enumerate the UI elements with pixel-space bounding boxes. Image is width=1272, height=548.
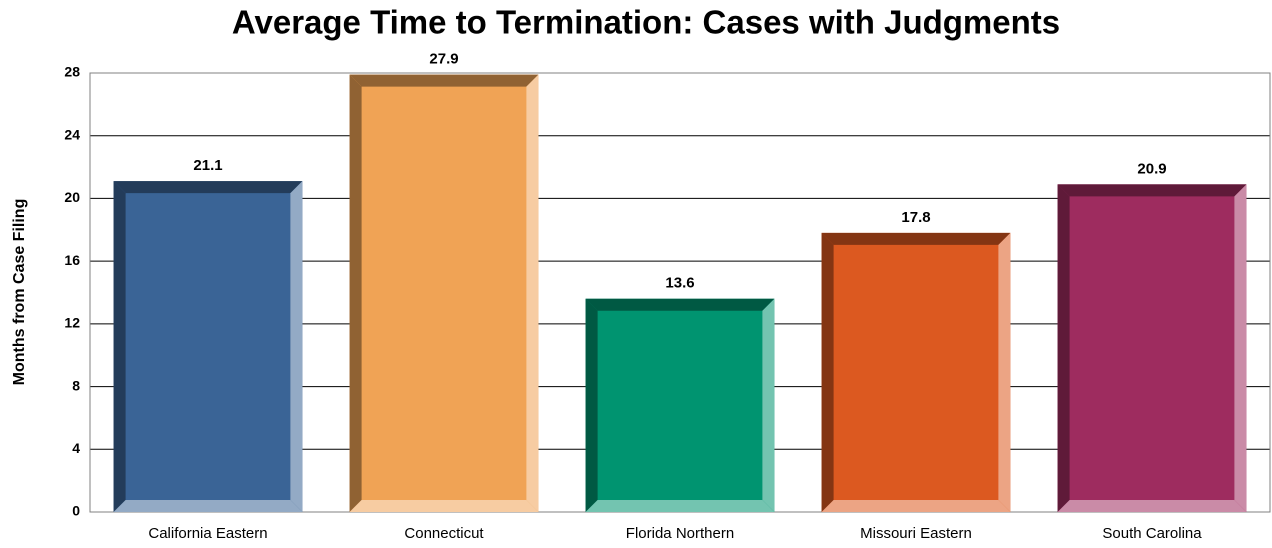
chart-title: Average Time to Termination: Cases with … [232,4,1060,41]
x-tick-label: Florida Northern [626,525,734,542]
y-tick-label: 12 [64,315,80,331]
bar-bevel-right [762,298,775,512]
y-tick-label: 16 [64,252,80,268]
bar-bevel-left [821,232,834,512]
y-tick-label: 4 [72,440,80,456]
bar [821,232,1011,512]
bar-bevel-top [113,181,303,194]
y-axis-label: Months from Case Filing [11,199,28,386]
bar-bevel-bottom [585,500,775,512]
bar-bevel-top [585,298,775,311]
bar-bevel-bottom [821,500,1011,512]
bar-bevel-bottom [113,500,303,512]
y-tick-label: 28 [64,64,80,80]
bar-face [113,181,303,513]
bar-bevel-left [1057,184,1070,512]
bar-bevel-top [1057,184,1247,197]
bar-bevel-right [526,74,539,512]
bar-bevel-bottom [349,500,539,512]
value-label: 21.1 [193,157,222,174]
x-tick-label: California Eastern [148,525,267,542]
bar-bevel-top [349,74,539,87]
bar-face [585,298,775,512]
bar-bevel-left [349,74,362,512]
bar-face [1057,184,1247,512]
y-tick-label: 0 [72,503,80,519]
bar-bevel-top [821,232,1011,245]
bar-bevel-right [1234,184,1247,512]
bar [113,181,303,513]
value-label: 27.9 [429,51,458,68]
x-tick-label: South Carolina [1102,525,1202,542]
value-label: 20.9 [1137,160,1166,177]
bar-bevel-right [290,181,303,513]
x-tick-label: Missouri Eastern [860,525,972,542]
bar-bevel-bottom [1057,500,1247,512]
bar-bevel-right [998,232,1011,512]
x-tick-label: Connecticut [404,525,484,542]
bar-bevel-left [113,181,126,513]
value-label: 13.6 [665,275,694,292]
y-tick-label: 24 [64,126,80,142]
bar-face [821,232,1011,512]
bar [585,298,775,512]
value-label: 17.8 [901,209,930,226]
y-tick-label: 8 [72,377,80,393]
y-tick-label: 20 [64,189,80,205]
bar [1057,184,1247,512]
bar [349,74,539,512]
bar-bevel-left [585,298,598,512]
bar-face [349,74,539,512]
